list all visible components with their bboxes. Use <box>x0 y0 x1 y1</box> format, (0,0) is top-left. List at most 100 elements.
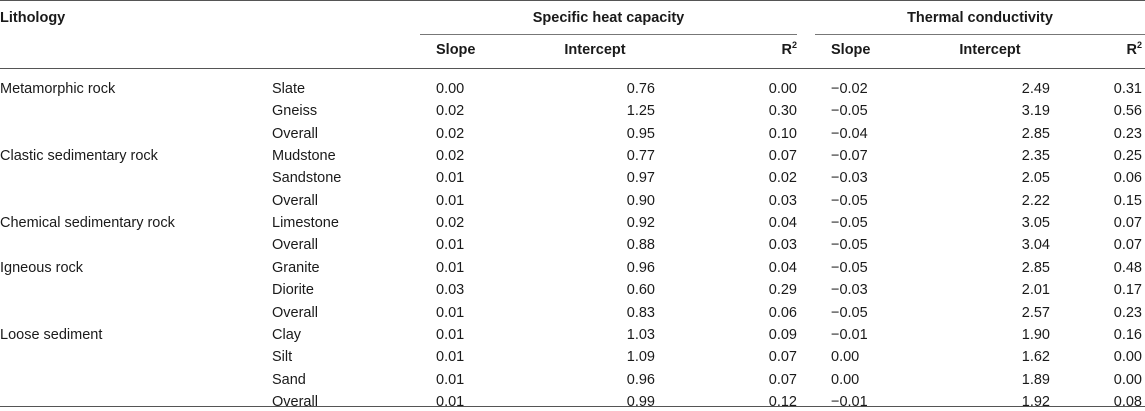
header-lithology: Lithology <box>0 10 66 26</box>
tc-intercept-cell: 2.85 <box>1021 125 1050 142</box>
rock-type-cell: Slate <box>272 81 306 97</box>
tc-r2-cell: 0.25 <box>1113 148 1142 165</box>
tc-intercept-cell: 2.35 <box>1021 148 1050 165</box>
rock-type-cell: Clay <box>272 326 302 343</box>
rock-type-cell: Overall <box>272 237 318 254</box>
shc-intercept-cell: 0.96 <box>626 371 655 388</box>
tc-intercept-cell: 2.57 <box>1021 304 1050 321</box>
shc-r2-cell: 0.02 <box>768 170 797 187</box>
tc-r2-cell: 0.00 <box>1113 371 1142 388</box>
tc-slope-cell: −0.05 <box>831 304 868 321</box>
shc-slope-cell: 0.01 <box>436 237 465 254</box>
shc-slope-cell: 0.01 <box>436 304 465 321</box>
header-intercept-2: Intercept <box>959 42 1021 58</box>
shc-intercept-cell: 0.97 <box>626 170 655 187</box>
shc-intercept-cell: 0.88 <box>626 237 655 254</box>
tc-r2-cell: 0.17 <box>1113 282 1142 299</box>
shc-slope-cell: 0.01 <box>436 349 465 366</box>
tc-intercept-cell: 2.85 <box>1021 259 1050 276</box>
shc-r2-cell: 0.10 <box>768 125 797 142</box>
r-label: R <box>1126 42 1137 58</box>
tc-slope-cell: 0.00 <box>831 371 860 388</box>
header-specific-heat-capacity: Specific heat capacity <box>532 10 685 26</box>
shc-slope-cell: 0.01 <box>436 371 465 388</box>
shc-intercept-cell: 0.90 <box>626 192 655 209</box>
rock-type-cell: Gneiss <box>272 103 318 120</box>
tc-slope-cell: −0.07 <box>831 148 868 165</box>
tc-r2-cell: 0.07 <box>1113 237 1142 254</box>
tc-slope-cell: −0.01 <box>831 393 868 410</box>
shc-slope-cell: 0.02 <box>436 215 465 232</box>
shc-intercept-cell: 0.95 <box>626 125 655 142</box>
tc-slope-cell: −0.03 <box>831 282 868 299</box>
tc-slope-cell: −0.05 <box>831 237 868 254</box>
shc-slope-cell: 0.01 <box>436 326 465 343</box>
shc-r2-cell: 0.04 <box>768 259 797 276</box>
shc-slope-cell: 0.02 <box>436 103 465 120</box>
shc-r2-cell: 0.00 <box>768 81 797 97</box>
r-superscript: 2 <box>1136 40 1142 51</box>
header-slope-2: Slope <box>831 42 871 58</box>
lithology-group-cell: Clastic sedimentary rock <box>0 148 158 165</box>
lithology-group-cell: Chemical sedimentary rock <box>0 215 175 232</box>
group2-underline <box>815 34 1145 35</box>
shc-r2-cell: 0.30 <box>768 103 797 120</box>
rock-type-cell: Sand <box>272 371 306 388</box>
header-thermal-conductivity: Thermal conductivity <box>907 10 1053 26</box>
shc-r2-cell: 0.07 <box>768 148 797 165</box>
shc-intercept-cell: 0.83 <box>626 304 655 321</box>
shc-slope-cell: 0.01 <box>436 170 465 187</box>
tc-intercept-cell: 2.22 <box>1021 192 1050 209</box>
shc-r2-cell: 0.06 <box>768 304 797 321</box>
tc-r2-cell: 0.31 <box>1113 81 1142 97</box>
tc-intercept-cell: 1.92 <box>1021 393 1050 410</box>
tc-intercept-cell: 1.89 <box>1021 371 1050 388</box>
tc-r2-cell: 0.06 <box>1113 170 1142 187</box>
shc-r2-cell: 0.09 <box>768 326 797 343</box>
lithology-group-cell: Metamorphic rock <box>0 81 116 97</box>
shc-intercept-cell: 0.99 <box>626 393 655 410</box>
shc-intercept-cell: 0.77 <box>626 148 655 165</box>
shc-intercept-cell: 1.03 <box>626 326 655 343</box>
rock-type-cell: Granite <box>272 259 320 276</box>
tc-slope-cell: −0.02 <box>831 81 868 97</box>
tc-slope-cell: −0.03 <box>831 170 868 187</box>
tc-slope-cell: −0.05 <box>831 215 868 232</box>
shc-slope-cell: 0.01 <box>436 393 465 410</box>
shc-intercept-cell: 1.09 <box>626 349 655 366</box>
shc-r2-cell: 0.03 <box>768 237 797 254</box>
tc-slope-cell: −0.01 <box>831 326 868 343</box>
rock-type-cell: Overall <box>272 192 318 209</box>
header-r2-1: R2 <box>700 41 798 59</box>
tc-slope-cell: −0.05 <box>831 103 868 120</box>
header-intercept-1: Intercept <box>564 42 626 58</box>
tc-r2-cell: 0.07 <box>1113 215 1142 232</box>
tc-slope-cell: −0.05 <box>831 192 868 209</box>
rock-type-cell: Sandstone <box>272 170 342 187</box>
rock-type-cell: Overall <box>272 304 318 321</box>
shc-r2-cell: 0.12 <box>768 393 797 410</box>
shc-intercept-cell: 0.96 <box>626 259 655 276</box>
tc-r2-cell: 0.16 <box>1113 326 1142 343</box>
tc-intercept-cell: 2.05 <box>1021 170 1050 187</box>
shc-intercept-cell: 0.60 <box>626 282 655 299</box>
header-bottom-rule <box>0 68 1145 69</box>
tc-slope-cell: −0.04 <box>831 125 868 142</box>
r-label: R <box>781 42 792 58</box>
rock-type-cell: Overall <box>272 393 318 410</box>
tc-r2-cell: 0.23 <box>1113 125 1142 142</box>
rock-type-cell: Limestone <box>272 215 339 232</box>
tc-intercept-cell: 2.01 <box>1021 282 1050 299</box>
shc-intercept-cell: 0.76 <box>626 81 655 97</box>
tc-r2-cell: 0.56 <box>1113 103 1142 120</box>
tc-r2-cell: 0.15 <box>1113 192 1142 209</box>
tc-intercept-cell: 1.62 <box>1021 349 1050 366</box>
lithology-group-cell: Loose sediment <box>0 326 103 343</box>
tc-intercept-cell: 3.04 <box>1021 237 1050 254</box>
shc-r2-cell: 0.07 <box>768 349 797 366</box>
tc-slope-cell: 0.00 <box>831 349 860 366</box>
shc-slope-cell: 0.03 <box>436 282 465 299</box>
shc-intercept-cell: 0.92 <box>626 215 655 232</box>
shc-r2-cell: 0.07 <box>768 371 797 388</box>
